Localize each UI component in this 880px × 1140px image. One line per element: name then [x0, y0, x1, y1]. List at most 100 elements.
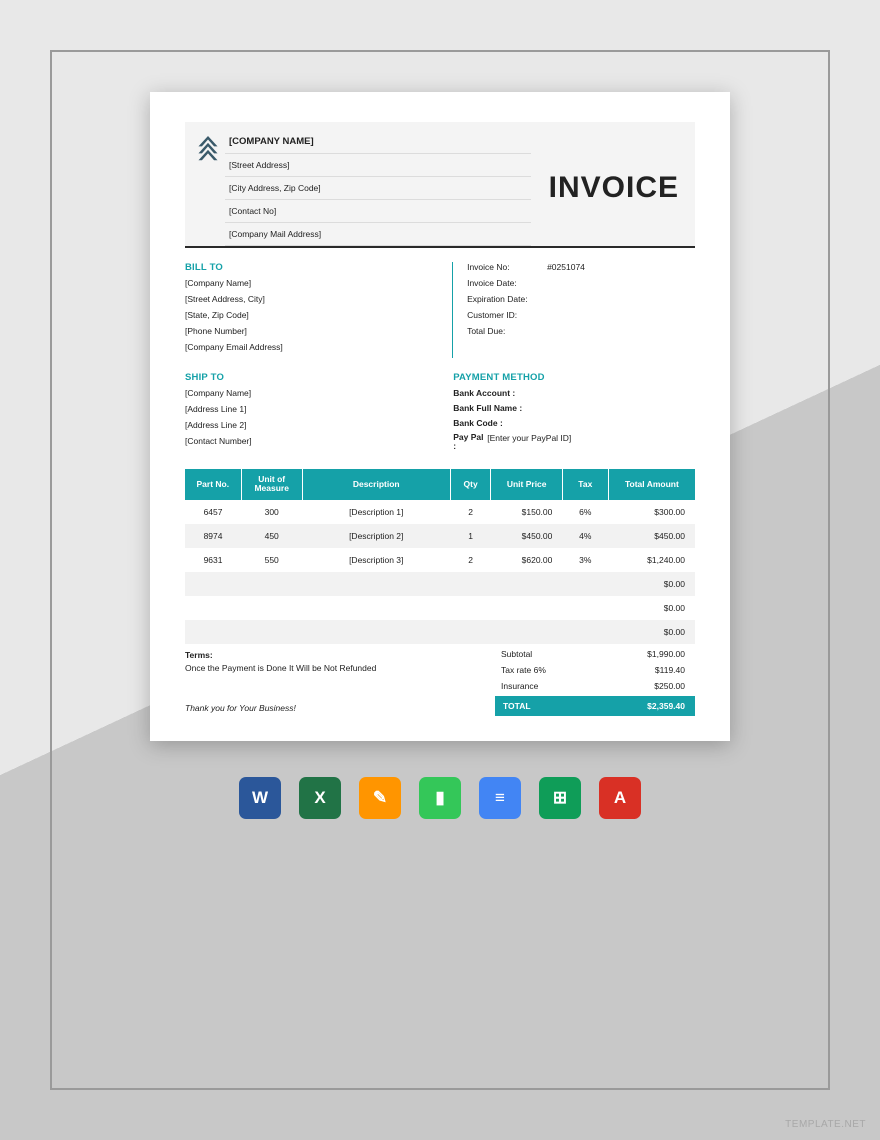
company-city: [City Address, Zip Code]: [225, 177, 531, 200]
table-row: $0.00: [185, 620, 695, 644]
table-cell: [450, 620, 491, 644]
table-cell: 3%: [562, 548, 608, 572]
company-info: [COMPANY NAME] [Street Address] [City Ad…: [225, 130, 531, 246]
gsheets-icon[interactable]: ⊞: [539, 777, 581, 819]
table-cell: $620.00: [491, 548, 562, 572]
table-cell: $300.00: [608, 500, 695, 524]
table-cell: 6%: [562, 500, 608, 524]
table-cell: 550: [241, 548, 302, 572]
table-cell: [Description 3]: [302, 548, 450, 572]
table-cell: 1: [450, 524, 491, 548]
company-logo-icon: [191, 130, 225, 164]
table-cell: [Description 1]: [302, 500, 450, 524]
table-cell: [491, 620, 562, 644]
table-cell: [302, 596, 450, 620]
pdf-icon[interactable]: A: [599, 777, 641, 819]
table-cell: [Description 2]: [302, 524, 450, 548]
sum-total: TOTAL $2,359.40: [495, 696, 695, 716]
table-cell: [562, 572, 608, 596]
table-cell: [241, 620, 302, 644]
table-cell: [491, 596, 562, 620]
excel-icon[interactable]: X: [299, 777, 341, 819]
bill-line: [Street Address, City]: [185, 294, 446, 304]
payment-bank-account: Bank Account :: [453, 388, 689, 398]
invoice-meta-block: Invoice No: #0251074 Invoice Date: Expir…: [452, 262, 695, 358]
table-cell: 450: [241, 524, 302, 548]
sum-subtotal: Subtotal $1,990.00: [495, 646, 695, 662]
table-cell: $450.00: [608, 524, 695, 548]
payment-block: PAYMENT METHOD Bank Account : Bank Full …: [439, 372, 695, 455]
th-desc: Description: [302, 469, 450, 500]
table-row: $0.00: [185, 572, 695, 596]
meta-customer-id: Customer ID:: [467, 310, 689, 320]
meta-label: Expiration Date:: [467, 294, 547, 304]
payment-label: PAYMENT METHOD: [453, 372, 689, 383]
gdocs-icon[interactable]: ≡: [479, 777, 521, 819]
word-icon[interactable]: W: [239, 777, 281, 819]
paypal-value: [Enter your PayPal ID]: [487, 433, 571, 450]
table-cell: [450, 572, 491, 596]
table-row: 8974450[Description 2]1$450.004%$450.00: [185, 524, 695, 548]
meta-label: Customer ID:: [467, 310, 547, 320]
ship-payment-grid: SHIP TO [Company Name] [Address Line 1] …: [185, 372, 695, 455]
table-cell: [241, 572, 302, 596]
table-cell: [562, 596, 608, 620]
company-contact: [Contact No]: [225, 200, 531, 223]
th-tax: Tax: [562, 469, 608, 500]
terms-text: Once the Payment is Done It Will be Not …: [185, 663, 495, 673]
meta-label: Total Due:: [467, 326, 547, 336]
ship-line: [Address Line 1]: [185, 404, 433, 414]
outer-frame: [COMPANY NAME] [Street Address] [City Ad…: [50, 50, 830, 1090]
bill-meta-grid: BILL TO [Company Name] [Street Address, …: [185, 262, 695, 358]
company-mail: [Company Mail Address]: [225, 223, 531, 246]
table-cell: 4%: [562, 524, 608, 548]
meta-label: Invoice No:: [467, 262, 547, 272]
table-cell: 2: [450, 548, 491, 572]
numbers-icon[interactable]: ▮: [419, 777, 461, 819]
bill-line: [Company Name]: [185, 278, 446, 288]
table-cell: $150.00: [491, 500, 562, 524]
invoice-page: [COMPANY NAME] [Street Address] [City Ad…: [150, 92, 730, 741]
table-row: $0.00: [185, 596, 695, 620]
pages-icon[interactable]: ✎: [359, 777, 401, 819]
payment-bank-name: Bank Full Name :: [453, 403, 689, 413]
header-divider: [185, 246, 695, 248]
meta-value: #0251074: [547, 262, 585, 272]
th-price: Unit Price: [491, 469, 562, 500]
bill-to-block: BILL TO [Company Name] [Street Address, …: [185, 262, 452, 358]
terms-block: Terms: Once the Payment is Done It Will …: [185, 646, 495, 716]
bill-line: [Phone Number]: [185, 326, 446, 336]
th-uom: Unit of Measure: [241, 469, 302, 500]
watermark: TEMPLATE.NET: [785, 1119, 866, 1130]
table-cell: $0.00: [608, 572, 695, 596]
table-header-row: Part No. Unit of Measure Description Qty…: [185, 469, 695, 500]
bill-line: [Company Email Address]: [185, 342, 446, 352]
meta-label: Invoice Date:: [467, 278, 547, 288]
app-icon-strip: WX ✎ ▮ ≡ ⊞ A: [239, 777, 641, 819]
table-row: 6457300[Description 1]2$150.006%$300.00: [185, 500, 695, 524]
table-cell: 9631: [185, 548, 241, 572]
company-street: [Street Address]: [225, 154, 531, 177]
th-qty: Qty: [450, 469, 491, 500]
table-cell: [185, 596, 241, 620]
th-part: Part No.: [185, 469, 241, 500]
ship-line: [Address Line 2]: [185, 420, 433, 430]
meta-expiration: Expiration Date:: [467, 294, 689, 304]
summary-block: Terms: Once the Payment is Done It Will …: [185, 646, 695, 716]
meta-invoice-date: Invoice Date:: [467, 278, 689, 288]
meta-invoice-no: Invoice No: #0251074: [467, 262, 689, 272]
table-cell: [185, 572, 241, 596]
thanks-text: Thank you for Your Business!: [185, 703, 495, 713]
bill-to-label: BILL TO: [185, 262, 446, 273]
payment-paypal: Pay Pal : [Enter your PayPal ID]: [453, 433, 689, 450]
table-cell: 300: [241, 500, 302, 524]
table-cell: [185, 620, 241, 644]
table-cell: [241, 596, 302, 620]
header-block: [COMPANY NAME] [Street Address] [City Ad…: [185, 122, 695, 246]
table-cell: 8974: [185, 524, 241, 548]
table-row: 9631550[Description 3]2$620.003%$1,240.0…: [185, 548, 695, 572]
table-cell: $0.00: [608, 620, 695, 644]
sum-tax: Tax rate 6% $119.40: [495, 662, 695, 678]
company-name: [COMPANY NAME]: [225, 130, 531, 154]
table-cell: $0.00: [608, 596, 695, 620]
